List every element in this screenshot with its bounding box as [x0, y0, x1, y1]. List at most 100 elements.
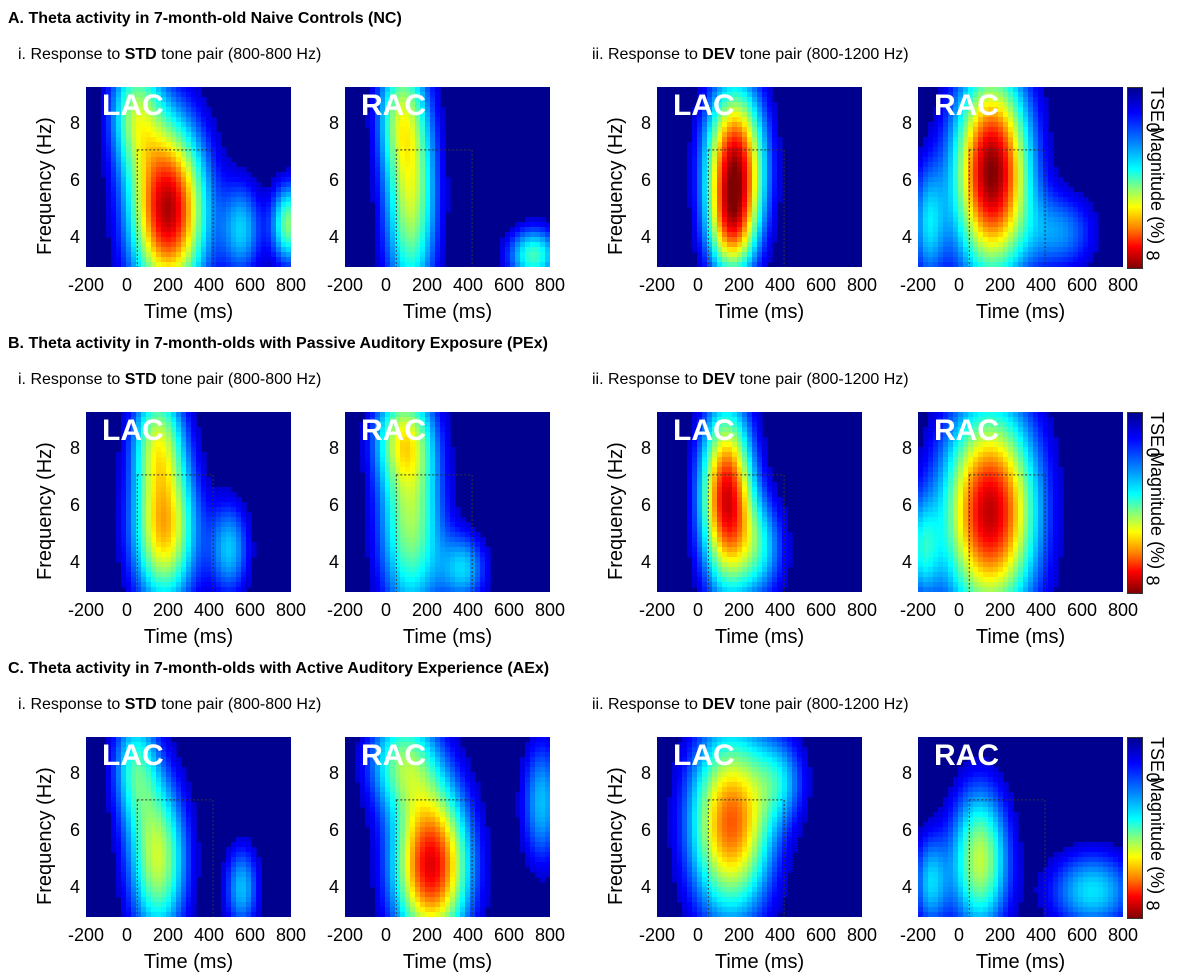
- heatmap-cell: [470, 552, 476, 558]
- heatmap-cell: [445, 202, 451, 208]
- heatmap-cell: [737, 252, 743, 258]
- heatmap-cell: [410, 577, 416, 583]
- heatmap-cell: [181, 232, 187, 238]
- heatmap-cell: [757, 232, 763, 238]
- heatmap-cell: [146, 212, 152, 218]
- heatmap-cell: [380, 572, 386, 578]
- heatmap-cell: [166, 502, 172, 508]
- heatmap-cell: [1058, 182, 1064, 188]
- heatmap-cell: [440, 552, 446, 558]
- heatmap-cell: [161, 557, 167, 563]
- heatmap-cell: [530, 222, 536, 228]
- heatmap-cell: [370, 577, 376, 583]
- heatmap-cell: [440, 512, 446, 518]
- heatmap-cell: [131, 472, 137, 478]
- heatmap-cell: [216, 577, 222, 583]
- heatmap-cell: [216, 262, 222, 267]
- heatmap-cell: [722, 247, 728, 253]
- heatmap-cell: [1093, 247, 1099, 253]
- heatmap-cell: [415, 137, 421, 143]
- heatmap-cell: [420, 127, 426, 133]
- heatmap-cell: [161, 192, 167, 198]
- heatmap-cell: [722, 217, 728, 223]
- heatmap-cell: [246, 552, 252, 558]
- heatmap-cell: [732, 162, 738, 168]
- heatmap-cell: [963, 177, 969, 183]
- heatmap-cell: [176, 477, 182, 483]
- heatmap-cell: [201, 222, 207, 228]
- heatmap-cell: [365, 512, 371, 518]
- heatmap-cell: [752, 97, 758, 103]
- heatmap-cell: [126, 557, 132, 563]
- heatmap-cell: [712, 252, 718, 258]
- heatmap-cell: [430, 467, 436, 473]
- heatmap-cell: [712, 237, 718, 243]
- heatmap-cell: [156, 582, 162, 588]
- heatmap-cell: [176, 522, 182, 528]
- heatmap-cell: [938, 222, 944, 228]
- heatmap-cell: [390, 462, 396, 468]
- heatmap-cell: [410, 482, 416, 488]
- heatmap-cell: [440, 257, 446, 263]
- heatmap-cell: [246, 262, 252, 267]
- heatmap-cell: [1053, 197, 1059, 203]
- heatmap-cell: [286, 177, 291, 183]
- heatmap-cell: [530, 227, 536, 233]
- heatmap-cell: [161, 507, 167, 513]
- y-tick-label: 4: [58, 552, 80, 573]
- heatmap-cell: [221, 537, 227, 543]
- heatmap-cell: [191, 152, 197, 158]
- heatmap-cell: [390, 477, 396, 483]
- heatmap-cell: [111, 147, 117, 153]
- heatmap-cell: [216, 552, 222, 558]
- heatmap-cell: [702, 262, 708, 267]
- heatmap-cell: [425, 242, 431, 248]
- heatmap-cell: [400, 462, 406, 468]
- heatmap-cell: [370, 162, 376, 168]
- region-label: LAC: [102, 89, 164, 123]
- heatmap-cell: [126, 507, 132, 513]
- heatmap-cell: [385, 482, 391, 488]
- heatmap-cell: [933, 227, 939, 233]
- heatmap-cell: [370, 502, 376, 508]
- heatmap-cell: [445, 557, 451, 563]
- heatmap-cell: [525, 227, 531, 233]
- heatmap-cell: [425, 152, 431, 158]
- heatmap-cell: [201, 127, 207, 133]
- heatmap-cell: [166, 132, 172, 138]
- heatmap-cell: [1058, 177, 1064, 183]
- heatmap-cell: [131, 182, 137, 188]
- heatmap-cell: [181, 437, 187, 443]
- heatmap-cell: [747, 152, 753, 158]
- heatmap-cell: [978, 202, 984, 208]
- heatmap-cell: [385, 242, 391, 248]
- heatmap-cell: [948, 217, 954, 223]
- heatmap-cell: [216, 537, 222, 543]
- heatmap-cell: [953, 162, 959, 168]
- heatmap-cell: [722, 157, 728, 163]
- heatmap-cell: [983, 202, 989, 208]
- heatmap-cell: [116, 157, 122, 163]
- heatmap-cell: [928, 182, 934, 188]
- heatmap-cell: [271, 207, 277, 213]
- heatmap-cell: [380, 247, 386, 253]
- heatmap-cell: [752, 172, 758, 178]
- heatmap-cell: [186, 162, 192, 168]
- heatmap-cell: [1008, 177, 1014, 183]
- heatmap-cell: [365, 457, 371, 463]
- heatmap-cell: [126, 582, 132, 588]
- heatmap-cell: [410, 527, 416, 533]
- heatmap-cell: [375, 152, 381, 158]
- heatmap-cell: [943, 162, 949, 168]
- heatmap-cell: [732, 177, 738, 183]
- heatmap-cell: [380, 582, 386, 588]
- heatmap-cell: [196, 437, 202, 443]
- heatmap-cell: [712, 202, 718, 208]
- heatmap-cell: [176, 137, 182, 143]
- heatmap-cell: [958, 132, 964, 138]
- heatmap-cell: [266, 197, 272, 203]
- heatmap-cell: [1073, 217, 1079, 223]
- heatmap-cell: [450, 487, 456, 493]
- heatmap-cell: [475, 567, 481, 573]
- heatmap-cell: [425, 257, 431, 263]
